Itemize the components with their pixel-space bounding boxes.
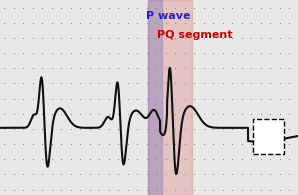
Bar — [253, 119, 284, 154]
Bar — [148, 0, 162, 195]
Text: PQ segment: PQ segment — [157, 30, 233, 40]
Text: P wave: P wave — [146, 11, 190, 21]
Bar — [148, 0, 192, 195]
